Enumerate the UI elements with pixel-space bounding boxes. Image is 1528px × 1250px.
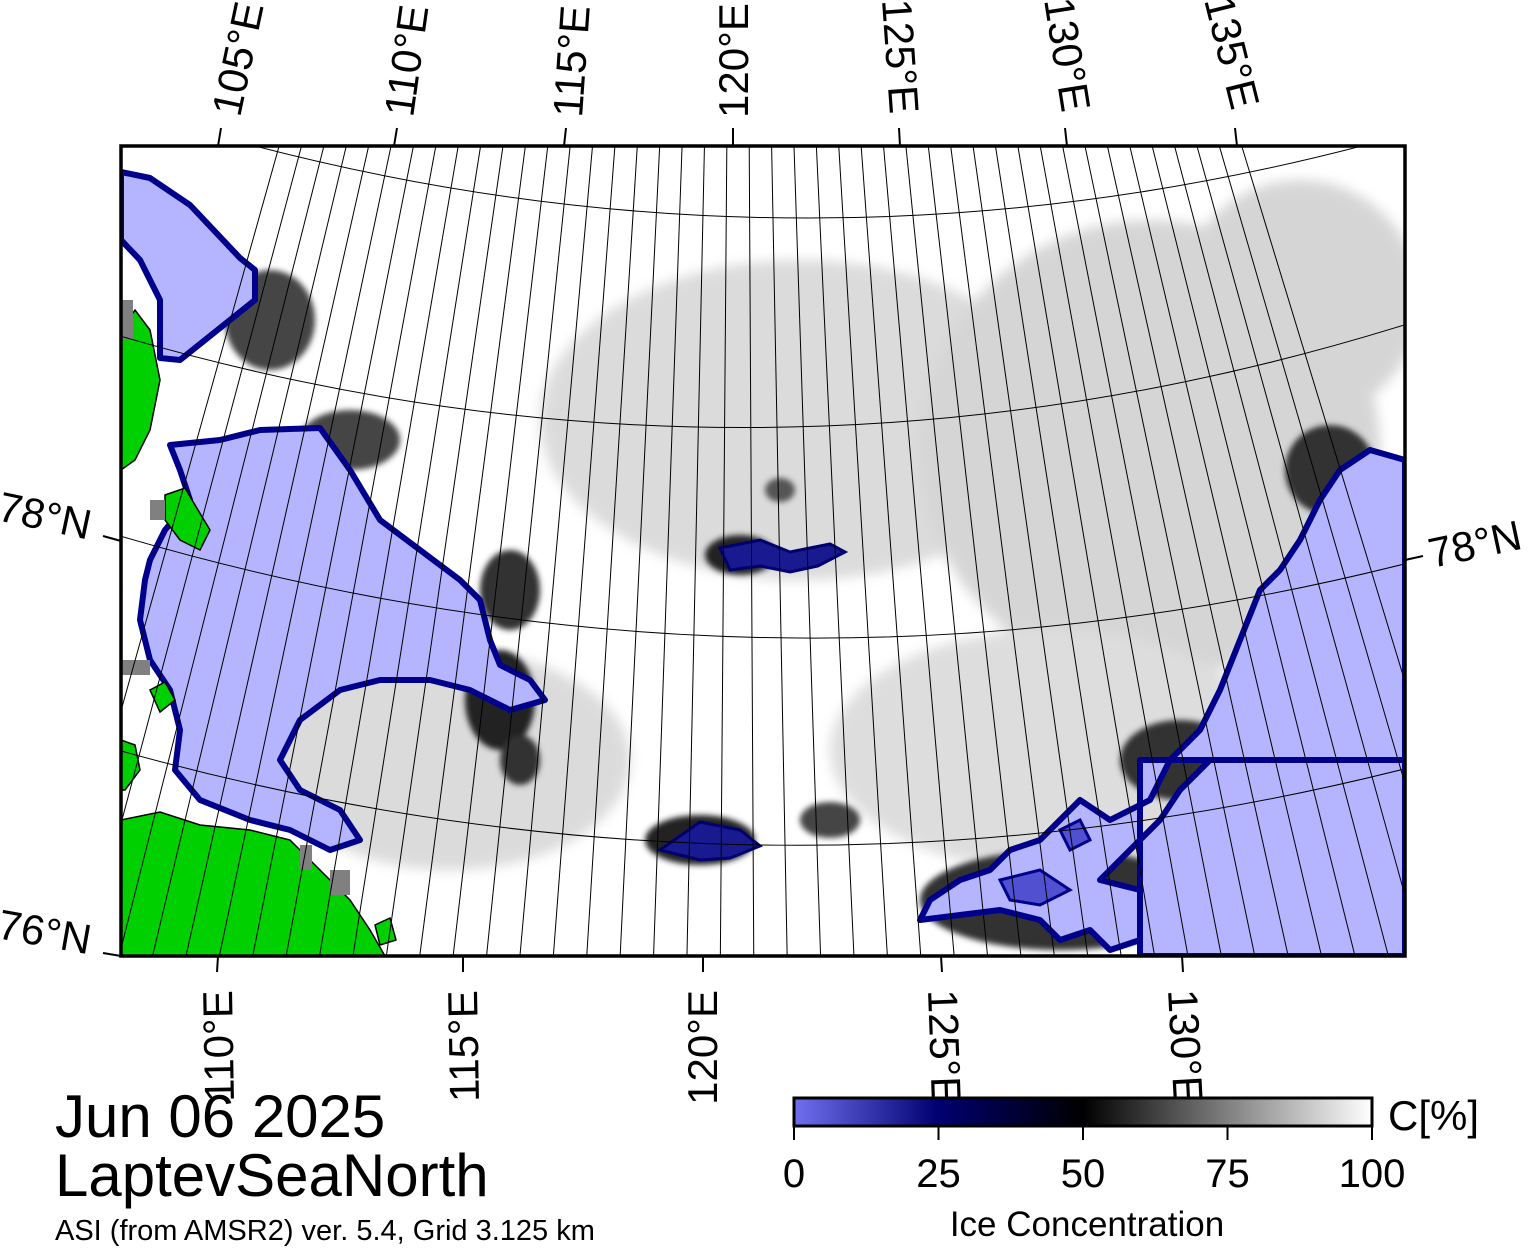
colorbar-tick-label-75: 75	[1205, 1152, 1250, 1196]
meridian-line	[719, 146, 728, 956]
meridian-line	[950, 146, 1055, 956]
top-lon-label-125: 125°E	[873, 0, 928, 115]
meridian-line	[1106, 146, 1289, 956]
meridian-line	[1039, 146, 1189, 956]
meridian-line	[619, 146, 661, 956]
lat-label-76-left: 76°N	[0, 901, 95, 964]
meridian-line	[519, 146, 594, 956]
meridian-line	[994, 146, 1122, 956]
frame-ticks	[102, 127, 1424, 973]
land-mask-grey	[121, 300, 350, 895]
colorbar-axis-label: Ice Concentration	[950, 1205, 1224, 1244]
meridian-line	[883, 146, 955, 956]
meridian-line	[1084, 146, 1256, 956]
meridian-line	[352, 146, 482, 956]
map-content	[121, 146, 1405, 956]
bottom-lon-label-120: 120°E	[679, 990, 726, 1105]
meridian-line	[152, 146, 347, 956]
west-polynya-region	[121, 169, 548, 853]
meridian-line	[1174, 146, 1389, 956]
bottom-lon-label-125: 125°E	[919, 989, 970, 1105]
bottom-lon-label-115: 115°E	[439, 990, 488, 1103]
meridian-line	[319, 146, 459, 956]
meridian-line	[653, 146, 683, 956]
meridian-line	[1241, 146, 1405, 684]
colorbar-ticks	[793, 1126, 1373, 1140]
east-ice-pockets	[997, 817, 1093, 907]
meridian-line	[686, 146, 705, 956]
meridian-line	[748, 146, 755, 956]
east-polynya-region	[917, 447, 1405, 956]
date-label: Jun 06 2025	[55, 1083, 386, 1150]
meridian-line	[1129, 146, 1323, 956]
island-north	[121, 308, 161, 471]
bottom-lon-label-130: 130°E	[1159, 988, 1212, 1105]
map-frame	[119, 144, 1407, 958]
meridian-line	[860, 146, 922, 956]
mainland-taymyr	[121, 811, 386, 956]
meridian-line	[419, 146, 526, 956]
bottom-longitude-labels: 110°E 115°E 120°E 125°E 130°E	[194, 988, 1212, 1105]
meridian-line	[185, 146, 370, 956]
meridian-line	[218, 146, 392, 956]
meridian-line	[815, 146, 855, 956]
meridian-line	[586, 146, 638, 956]
meridian-line	[285, 146, 437, 956]
meridian-line	[121, 146, 280, 713]
meridian-line	[927, 146, 1022, 956]
meridian-line	[793, 146, 822, 956]
top-lon-label-115: 115°E	[544, 4, 599, 119]
meridian-line	[905, 146, 989, 956]
top-lon-label-120: 120°E	[710, 3, 757, 118]
meridian-line	[771, 146, 788, 956]
colorbar-gradient	[792, 1096, 1374, 1128]
meridian-line	[972, 146, 1089, 956]
meridian-line	[838, 146, 888, 956]
meridian-line	[1151, 146, 1356, 956]
colorbar-unit-label: C[%]	[1388, 1092, 1479, 1139]
colorbar-tick-label-25: 25	[916, 1152, 961, 1196]
ice-patch-south	[656, 820, 763, 862]
meridian-line	[1196, 146, 1405, 898]
product-label: ASI (from AMSR2) ver. 5.4, Grid 3.125 km	[55, 1215, 595, 1247]
lat-label-78-right: 78°N	[1424, 511, 1526, 576]
top-lon-label-110: 110°E	[375, 2, 437, 119]
top-longitude-labels: 105°E 110°E 115°E 120°E 125°E 130°E 135°…	[203, 0, 1269, 120]
region-label: LaptevSeaNorth	[55, 1142, 489, 1209]
bottom-lon-label-110: 110°E	[194, 990, 243, 1103]
meridian-line	[252, 146, 414, 956]
meridian-line	[121, 146, 325, 951]
meridian-line	[1218, 146, 1405, 786]
meridian-line	[486, 146, 571, 956]
colorbar-tick-label-0: 0	[783, 1152, 805, 1196]
meridian-line	[1062, 146, 1222, 956]
meridian-line	[385, 146, 504, 956]
top-lon-label-130: 130°E	[1035, 0, 1099, 115]
meridian-line	[552, 146, 616, 956]
colorbar-tick-label-50: 50	[1061, 1152, 1106, 1196]
longitude-lines	[121, 146, 1405, 956]
land-layer	[121, 308, 397, 956]
top-lon-label-105: 105°E	[203, 0, 273, 120]
meridian-line	[121, 146, 303, 826]
top-lon-label-135: 135°E	[1195, 0, 1268, 114]
meridian-line	[1017, 146, 1156, 956]
colorbar-tick-label-100: 100	[1339, 1152, 1406, 1196]
lat-label-78-left: 78°N	[0, 483, 96, 548]
island-small-1	[164, 487, 211, 552]
meridian-line	[452, 146, 549, 956]
colorbar: 0 25 50 75 100 C[%] Ice Concentration	[783, 1092, 1479, 1244]
